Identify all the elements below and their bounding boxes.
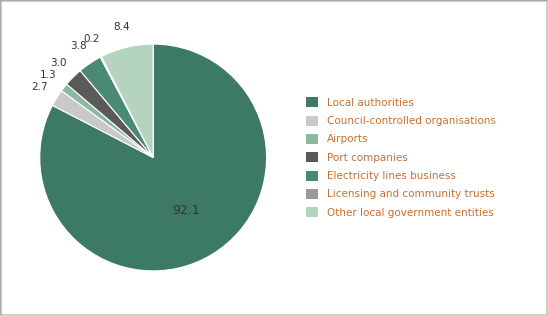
Text: 8.4: 8.4 bbox=[113, 22, 130, 32]
Wedge shape bbox=[80, 57, 153, 158]
Wedge shape bbox=[100, 57, 153, 158]
Legend: Local authorities, Council-controlled organisations, Airports, Port companies, E: Local authorities, Council-controlled or… bbox=[306, 97, 496, 218]
Text: 3.0: 3.0 bbox=[50, 58, 67, 68]
Text: 1.3: 1.3 bbox=[40, 70, 56, 80]
Wedge shape bbox=[61, 84, 153, 158]
Text: 2.7: 2.7 bbox=[31, 82, 48, 92]
Wedge shape bbox=[53, 91, 153, 158]
Wedge shape bbox=[101, 44, 153, 158]
Wedge shape bbox=[40, 44, 266, 271]
Wedge shape bbox=[67, 71, 153, 158]
Text: 3.8: 3.8 bbox=[70, 42, 87, 51]
Text: 92.1: 92.1 bbox=[172, 204, 200, 217]
Text: 0.2: 0.2 bbox=[83, 34, 100, 44]
